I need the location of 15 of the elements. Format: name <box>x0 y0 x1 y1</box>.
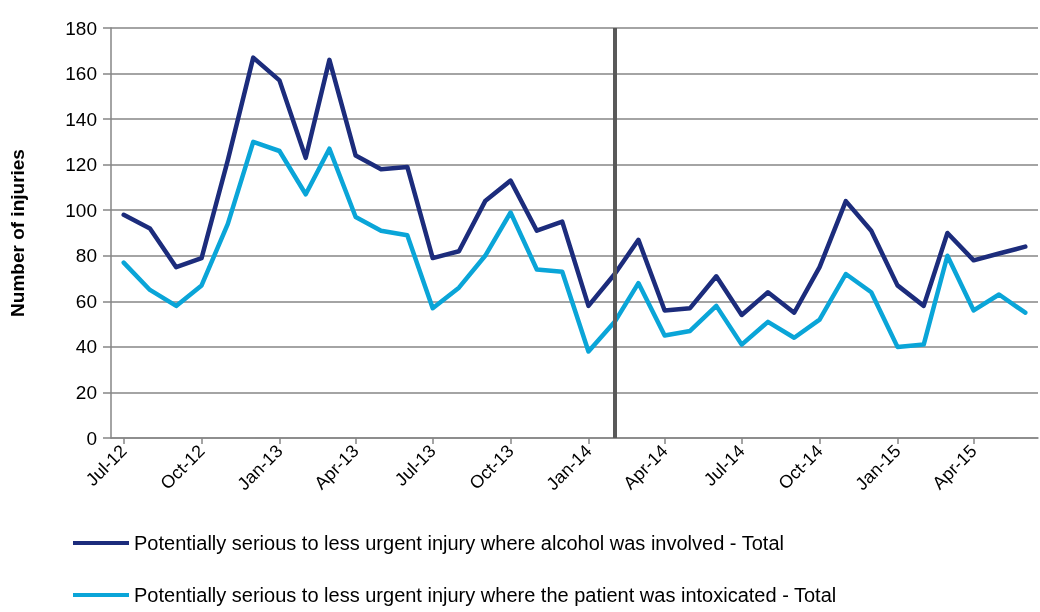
y-tick-label: 20 <box>75 381 97 403</box>
line-series <box>121 139 1028 354</box>
y-tick-label: 100 <box>65 199 97 221</box>
y-tick-label: 0 <box>86 427 97 449</box>
line-series <box>121 55 1028 318</box>
legend-label: Potentially serious to less urgent injury where alcohol was involved - Total <box>134 532 784 554</box>
y-tick-label: 80 <box>75 245 97 267</box>
legend-label: Potentially serious to less urgent injury where the patient was intoxicated - Total <box>134 584 837 606</box>
y-axis-title: Number of injuries <box>7 149 28 317</box>
y-tick-label: 40 <box>75 336 97 358</box>
y-tick-label: 160 <box>65 63 97 85</box>
y-tick-label: 180 <box>65 17 97 39</box>
y-tick-label: 60 <box>75 290 97 312</box>
y-tick-label: 140 <box>65 108 97 130</box>
y-tick-label: 120 <box>65 154 97 176</box>
